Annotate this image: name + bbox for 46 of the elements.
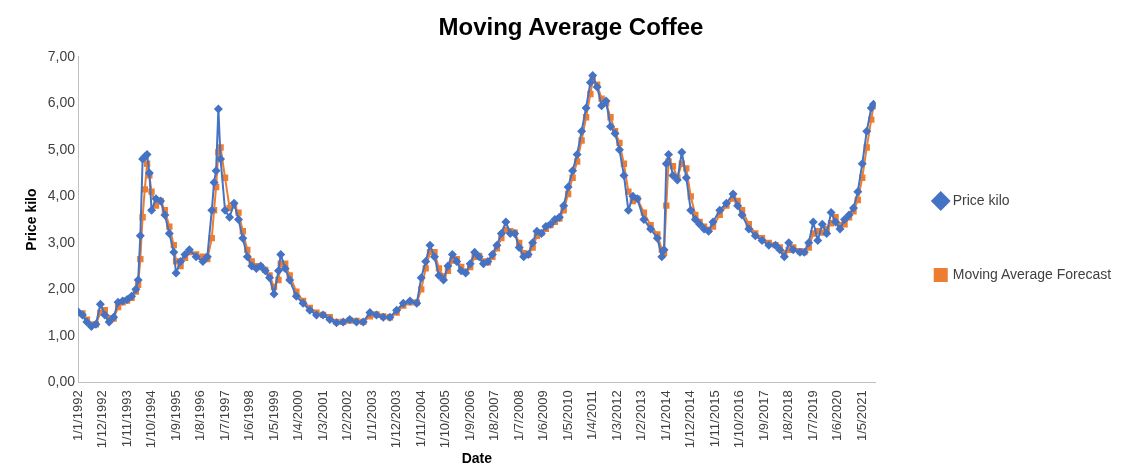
x-tick-label: 1/6/1998 — [241, 390, 257, 441]
x-tick-label: 1/2/2013 — [633, 390, 649, 441]
y-axis-title: Price kilo — [23, 188, 40, 251]
y-tick-label: 2,00 — [47, 280, 76, 297]
x-tick-label: 1/1/1992 — [69, 390, 85, 441]
x-tick-label: 1/12/2014 — [682, 390, 698, 449]
x-tick-label: 1/10/2005 — [437, 390, 453, 449]
chart-title: Moving Average Coffee — [438, 13, 704, 41]
x-tick-label: 1/9/1995 — [167, 390, 183, 441]
x-tick-label: 1/1/2014 — [657, 390, 673, 441]
y-tick-label: 6,00 — [47, 94, 76, 111]
x-tick-label: 1/3/2012 — [608, 390, 624, 441]
x-tick-label: 1/3/2001 — [314, 390, 330, 441]
x-tick-label: 1/5/1999 — [265, 390, 281, 441]
x-tick-label: 1/10/1994 — [143, 390, 159, 449]
x-tick-label: 1/1/2003 — [363, 390, 379, 441]
x-axis-title: Date — [461, 450, 493, 467]
legend-label: Moving Average Forecast — [952, 265, 1112, 282]
x-tick-label: 1/6/2020 — [829, 390, 845, 441]
x-tick-label: 1/4/2000 — [290, 390, 306, 441]
x-tick-label: 1/8/2007 — [486, 390, 502, 441]
y-tick-label: 4,00 — [47, 187, 76, 204]
y-tick-label: 7,00 — [47, 47, 76, 64]
x-tick-label: 1/5/2021 — [853, 390, 869, 441]
x-tick-label: 1/9/2006 — [461, 390, 477, 441]
x-tick-label: 1/2/2002 — [339, 390, 355, 441]
x-tick-label: 1/12/2003 — [388, 390, 404, 449]
legend-label: Price kilo — [952, 191, 1010, 208]
x-tick-label: 1/11/1993 — [118, 390, 134, 448]
x-tick-label: 1/7/1997 — [216, 390, 232, 441]
y-tick-label: 1,00 — [47, 326, 76, 343]
y-tick-label: 5,00 — [47, 140, 76, 157]
x-tick-label: 1/8/1996 — [192, 390, 208, 441]
x-tick-label: 1/7/2019 — [804, 390, 820, 441]
x-tick-label: 1/10/2016 — [731, 390, 747, 449]
x-tick-label: 1/6/2009 — [535, 390, 551, 441]
x-tick-label: 1/4/2011 — [584, 390, 600, 441]
x-tick-label: 1/11/2004 — [412, 390, 428, 448]
x-tick-label: 1/11/2015 — [706, 390, 722, 448]
x-tick-label: 1/12/1992 — [94, 390, 110, 449]
x-tick-label: 1/9/2017 — [755, 390, 771, 441]
x-tick-label: 1/7/2008 — [510, 390, 526, 441]
x-tick-label: 1/8/2018 — [780, 390, 796, 441]
x-tick-label: 1/5/2010 — [559, 390, 575, 441]
y-tick-label: 3,00 — [47, 233, 76, 250]
y-tick-label: 0,00 — [47, 373, 76, 390]
